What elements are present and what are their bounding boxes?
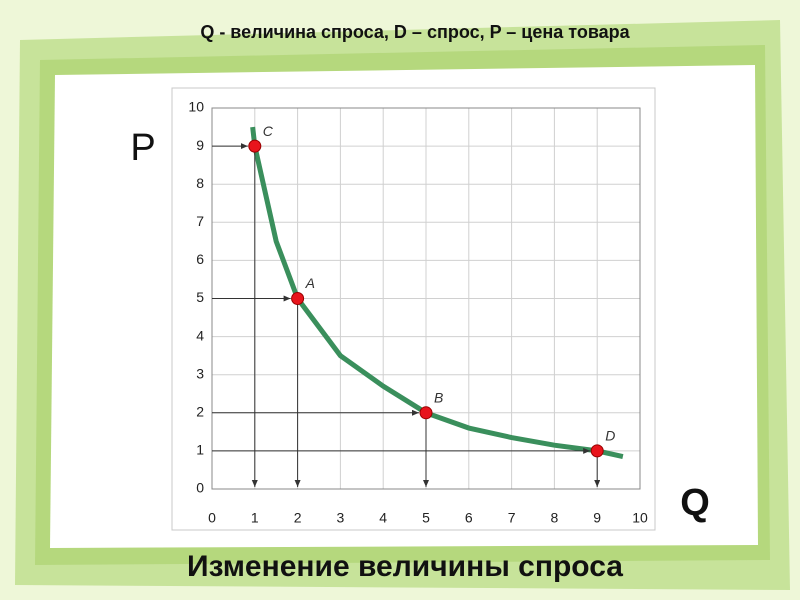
point [291,292,305,305]
title: Q - величина спроса, D – спрос, P – цена… [200,22,630,42]
y-tick-label: 10 [188,99,204,115]
y-axis-label: P [130,127,155,169]
y-tick-label: 7 [196,213,204,229]
y-tick-label: 8 [196,175,204,191]
x-tick-label: 4 [379,510,387,526]
x-axis-label: Q [680,482,710,524]
x-tick-label: 9 [593,510,601,526]
y-tick-label: 5 [196,289,204,305]
y-tick-label: 3 [196,365,204,381]
y-tick-label: 6 [196,251,204,267]
x-tick-label: 0 [208,510,216,526]
demand-curve [250,126,624,460]
point [590,444,604,458]
caption: Изменение величины спроса [187,550,623,583]
point [419,406,433,420]
y-tick-label: 0 [196,480,204,496]
y-tick-label: 1 [196,442,204,458]
y-tick-label: 4 [196,327,204,343]
y-tick-label: 2 [196,404,204,420]
x-tick-label: 10 [632,510,648,526]
x-tick-label: 7 [508,510,516,526]
x-tick-label: 3 [337,510,345,526]
point-label: C [263,123,274,139]
point-label: B [434,390,443,406]
x-tick-label: 2 [294,510,302,526]
chart-panel [171,87,656,531]
x-tick-label: 6 [465,510,473,526]
point-label: D [605,428,615,444]
point-label: A [305,275,315,291]
point [248,139,262,153]
x-tick-label: 1 [251,510,259,526]
y-tick-label: 9 [196,137,204,153]
x-tick-label: 8 [551,510,559,526]
x-tick-label: 5 [422,510,430,526]
